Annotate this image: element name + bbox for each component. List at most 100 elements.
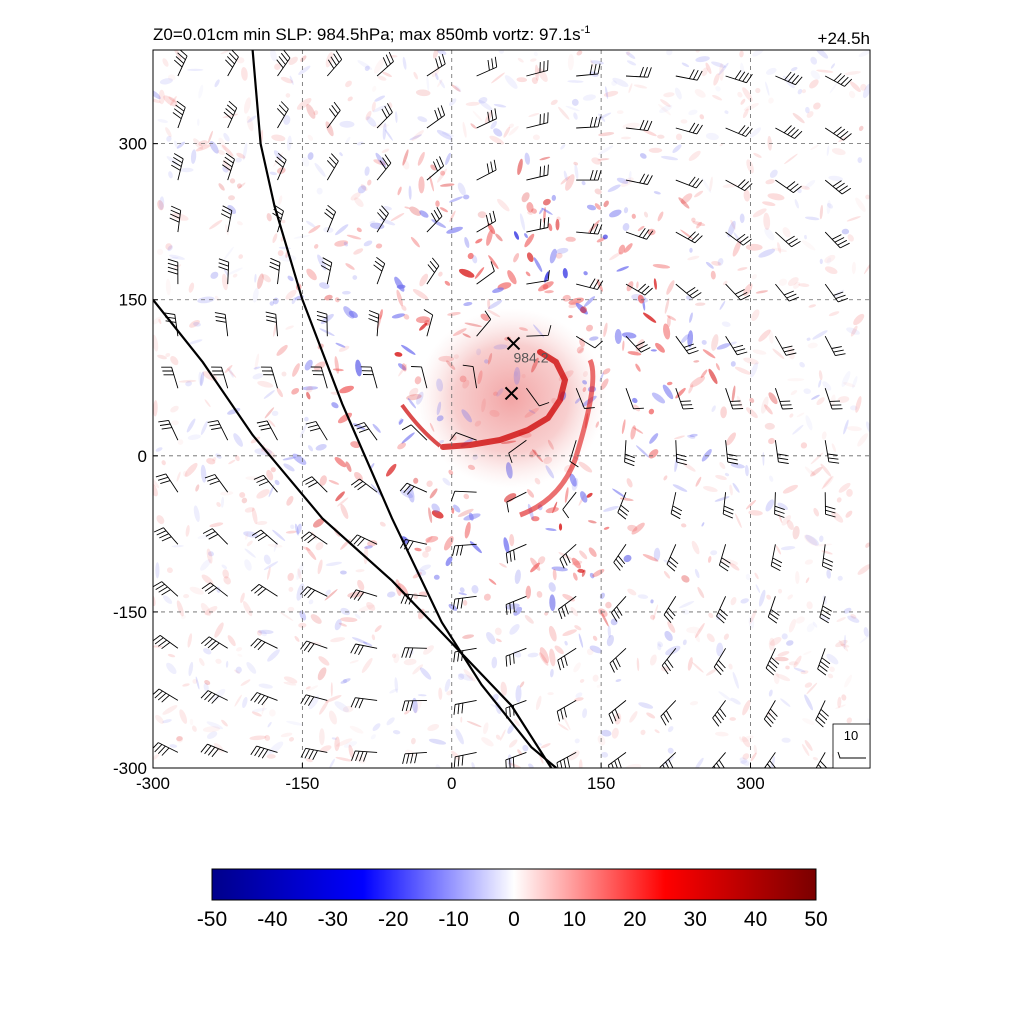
vorticity-cell — [526, 252, 534, 263]
vorticity-cell — [343, 306, 355, 319]
vorticity-cell — [799, 361, 805, 368]
vorticity-cell — [505, 603, 520, 610]
vorticity-cell — [413, 71, 418, 80]
wind-barb — [819, 596, 832, 624]
vorticity-cell — [258, 683, 273, 689]
vorticity-cell — [236, 221, 243, 226]
vorticity-cell — [393, 653, 400, 664]
vorticity-cell — [412, 288, 429, 300]
vorticity-cell — [628, 83, 633, 94]
vorticity-cell — [749, 127, 762, 138]
vorticity-cell — [637, 294, 645, 304]
vorticity-cell — [188, 661, 194, 677]
vorticity-cell — [701, 522, 705, 527]
vorticity-cell — [755, 584, 761, 593]
vorticity-cell — [688, 109, 698, 116]
colorbar-tick-label: 10 — [563, 908, 586, 931]
vorticity-cell — [356, 227, 362, 233]
vorticity-cell — [286, 720, 303, 726]
vorticity-cell — [778, 278, 788, 286]
vorticity-cell — [325, 589, 331, 596]
vorticity-cell — [525, 271, 531, 277]
vorticity-cell — [153, 645, 163, 648]
vorticity-cell — [862, 83, 870, 99]
wind-barb — [201, 636, 228, 651]
vorticity-cell — [314, 244, 319, 249]
vorticity-cell — [662, 384, 674, 400]
vorticity-cell — [555, 247, 569, 254]
vorticity-cell — [417, 151, 425, 166]
vorticity-cell — [583, 296, 596, 307]
vorticity-cell — [365, 110, 372, 121]
vorticity-cell — [664, 297, 670, 314]
vorticity-cell — [826, 257, 832, 265]
vorticity-cell — [555, 218, 560, 231]
vorticity-cell — [304, 416, 309, 422]
vorticity-cell — [781, 633, 788, 640]
vorticity-cell — [464, 521, 471, 539]
wind-barb — [269, 257, 281, 285]
vorticity-cell — [782, 227, 791, 238]
vorticity-cell — [586, 204, 597, 211]
wind-barb — [326, 101, 341, 129]
vorticity-cell — [434, 72, 439, 81]
vorticity-cell — [537, 742, 542, 746]
vorticity-cell — [586, 492, 593, 498]
vorticity-cell — [306, 392, 311, 400]
vorticity-cell — [739, 213, 745, 224]
vorticity-cell — [254, 273, 257, 283]
wind-barb — [557, 647, 577, 671]
vorticity-cell — [335, 342, 346, 348]
vorticity-cell — [180, 614, 186, 620]
vorticity-cell — [819, 204, 824, 220]
vorticity-cell — [657, 211, 664, 222]
vorticity-cell — [564, 640, 568, 646]
colorbar-tick-label: -30 — [318, 908, 348, 931]
plot-frame — [152, 49, 871, 769]
vorticity-cell — [334, 240, 349, 247]
wind-barb — [401, 647, 427, 658]
vorticity-cell — [663, 475, 668, 481]
vorticity-cell — [805, 415, 813, 431]
vorticity-cell — [552, 568, 557, 581]
vorticity-cell — [800, 670, 809, 675]
vorticity-cell — [695, 476, 702, 487]
wind-barb — [558, 595, 577, 620]
vorticity-cell — [607, 184, 621, 193]
vorticity-cell — [218, 183, 225, 191]
wind-barb — [824, 388, 843, 410]
vorticity-cell — [227, 408, 241, 415]
vorticity-cell — [263, 561, 279, 571]
vorticity-cell — [674, 456, 679, 473]
vorticity-cell — [824, 254, 836, 263]
vorticity-cell — [252, 287, 259, 303]
vorticity-cell — [439, 183, 455, 187]
vorticity-cell — [795, 616, 805, 624]
vorticity-cell — [267, 543, 283, 548]
vorticity-cell — [576, 50, 583, 56]
vorticity-cell — [718, 62, 729, 76]
vorticity-cell — [782, 484, 798, 494]
vorticity-cell — [748, 510, 763, 516]
wind-barb — [576, 116, 601, 129]
vorticity-cell — [384, 129, 393, 141]
vorticity-cell — [637, 594, 649, 599]
vorticity-cell — [528, 763, 534, 768]
vorticity-cell — [705, 62, 712, 74]
vorticity-cell — [850, 405, 858, 411]
vorticity-cell — [806, 337, 811, 341]
vorticity-cell — [157, 248, 164, 255]
vorticity-cell — [777, 242, 782, 254]
vorticity-cell — [208, 551, 214, 557]
vorticity-cell — [678, 197, 690, 209]
wind-barb — [302, 476, 328, 493]
vorticity-cell — [657, 641, 664, 648]
vorticity-cell — [306, 103, 316, 119]
eyewall-band — [400, 403, 442, 448]
vorticity-cell — [408, 185, 412, 200]
vorticity-cell — [238, 254, 244, 259]
colorbar-tick-label: -40 — [257, 908, 287, 931]
vorticity-cell — [270, 467, 276, 473]
vorticity-cell — [513, 253, 520, 263]
vorticity-cell — [689, 247, 693, 253]
